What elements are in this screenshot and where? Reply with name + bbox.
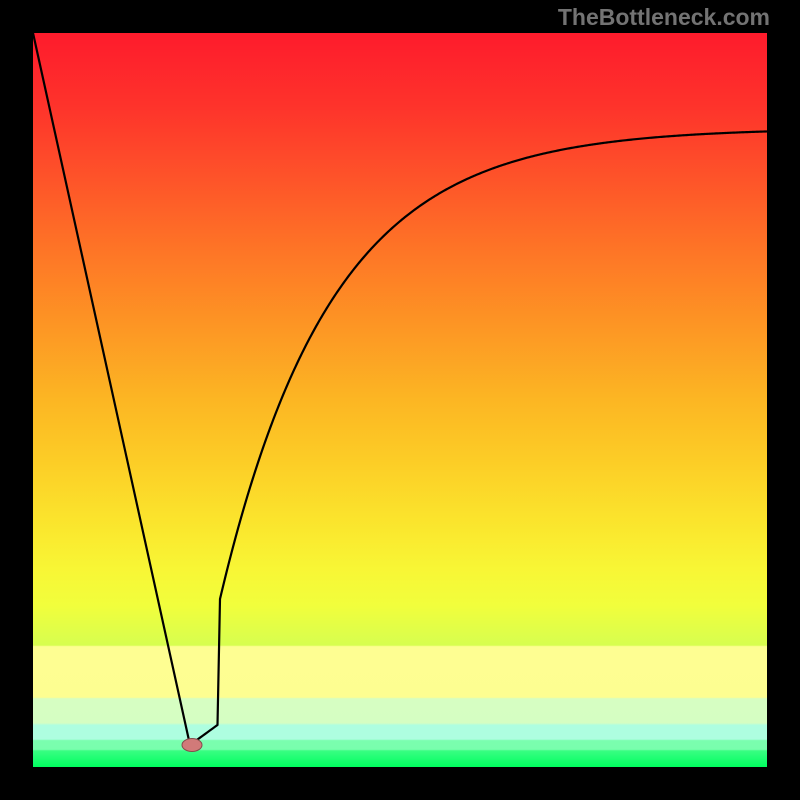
gradient-background <box>33 33 767 767</box>
bottleneck-curve-chart <box>0 0 800 800</box>
optimal-point-marker <box>182 739 202 752</box>
chart-frame: TheBottleneck.com <box>0 0 800 800</box>
watermark-text: TheBottleneck.com <box>558 4 770 31</box>
